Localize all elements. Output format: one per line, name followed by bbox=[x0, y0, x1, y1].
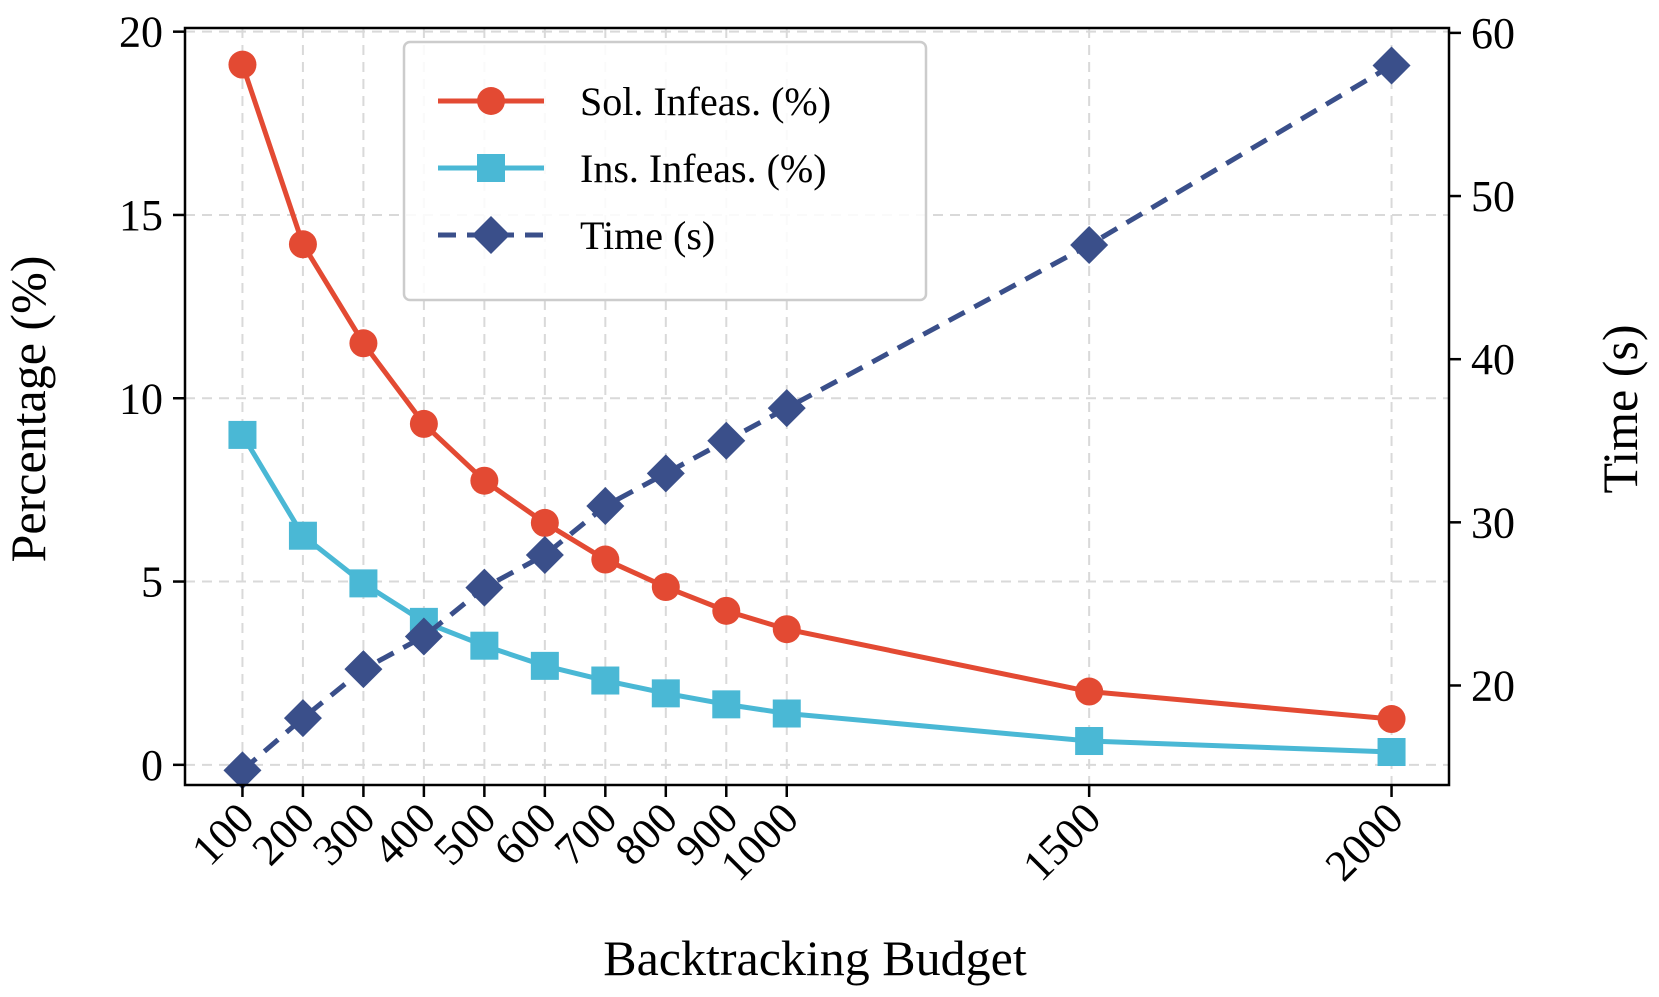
y2-tick-label: 40 bbox=[1471, 335, 1515, 384]
x-axis-label: Backtracking Budget bbox=[603, 930, 1027, 986]
data-point bbox=[530, 508, 559, 537]
data-point bbox=[349, 569, 378, 598]
data-point bbox=[712, 596, 741, 625]
data-point bbox=[772, 615, 801, 644]
data-point bbox=[470, 631, 499, 660]
y2-axis-label: Time (s) bbox=[1592, 324, 1648, 493]
data-point bbox=[707, 421, 746, 460]
series-0 bbox=[228, 50, 1406, 734]
data-point bbox=[404, 617, 443, 656]
series-line bbox=[240, 63, 1392, 722]
legend: Sol. Infeas. (%) Ins. Infeas. (%) Time (s) bbox=[402, 40, 928, 302]
data-point bbox=[1070, 225, 1109, 264]
y-tick-label: 5 bbox=[141, 558, 163, 607]
data-point bbox=[1372, 46, 1411, 85]
data-point bbox=[409, 409, 438, 438]
plot-frame bbox=[183, 26, 1451, 787]
y2-tick-label: 60 bbox=[1471, 9, 1515, 58]
data-point bbox=[651, 573, 680, 602]
data-point bbox=[586, 487, 625, 526]
y-tick-label: 10 bbox=[119, 374, 163, 423]
y-tick-label: 20 bbox=[119, 8, 163, 57]
data-point bbox=[530, 651, 559, 680]
data-point bbox=[767, 389, 806, 428]
series-layer bbox=[223, 46, 1411, 790]
data-point bbox=[288, 521, 317, 550]
data-point bbox=[525, 535, 564, 574]
data-point bbox=[591, 666, 620, 695]
data-point bbox=[591, 545, 620, 574]
data-point bbox=[1075, 727, 1104, 756]
data-point bbox=[223, 751, 262, 790]
legend-marker bbox=[477, 87, 505, 115]
legend-label: Ins. Infeas. (%) bbox=[580, 146, 827, 191]
legend-marker bbox=[477, 154, 505, 182]
data-point bbox=[712, 690, 741, 719]
data-point bbox=[465, 568, 504, 607]
legend-label: Time (s) bbox=[580, 213, 715, 258]
data-point bbox=[772, 699, 801, 728]
data-point bbox=[349, 329, 378, 358]
x-tick-label: 1500 bbox=[1013, 793, 1110, 890]
data-point bbox=[288, 230, 317, 259]
data-point bbox=[1377, 738, 1406, 767]
y2-tick-label: 30 bbox=[1471, 498, 1515, 547]
data-point bbox=[646, 454, 685, 493]
data-point bbox=[344, 650, 383, 689]
legend-marker bbox=[472, 216, 510, 254]
y2-tick-label: 50 bbox=[1471, 172, 1515, 221]
data-point bbox=[470, 466, 499, 495]
data-point bbox=[651, 679, 680, 708]
data-point bbox=[228, 50, 257, 79]
data-point bbox=[228, 420, 257, 449]
data-point bbox=[1377, 705, 1406, 734]
data-point bbox=[283, 699, 322, 738]
series-line bbox=[240, 63, 1393, 773]
x-tick-label: 2000 bbox=[1316, 793, 1413, 890]
series-2 bbox=[223, 46, 1411, 790]
legend-label: Sol. Infeas. (%) bbox=[580, 79, 831, 124]
y-tick-label: 15 bbox=[119, 191, 163, 240]
y-axis-label: Percentage (%) bbox=[0, 256, 56, 563]
data-point bbox=[1075, 677, 1104, 706]
y-tick-label: 0 bbox=[141, 741, 163, 790]
series-1 bbox=[228, 420, 1406, 767]
y2-tick-label: 20 bbox=[1471, 661, 1515, 710]
